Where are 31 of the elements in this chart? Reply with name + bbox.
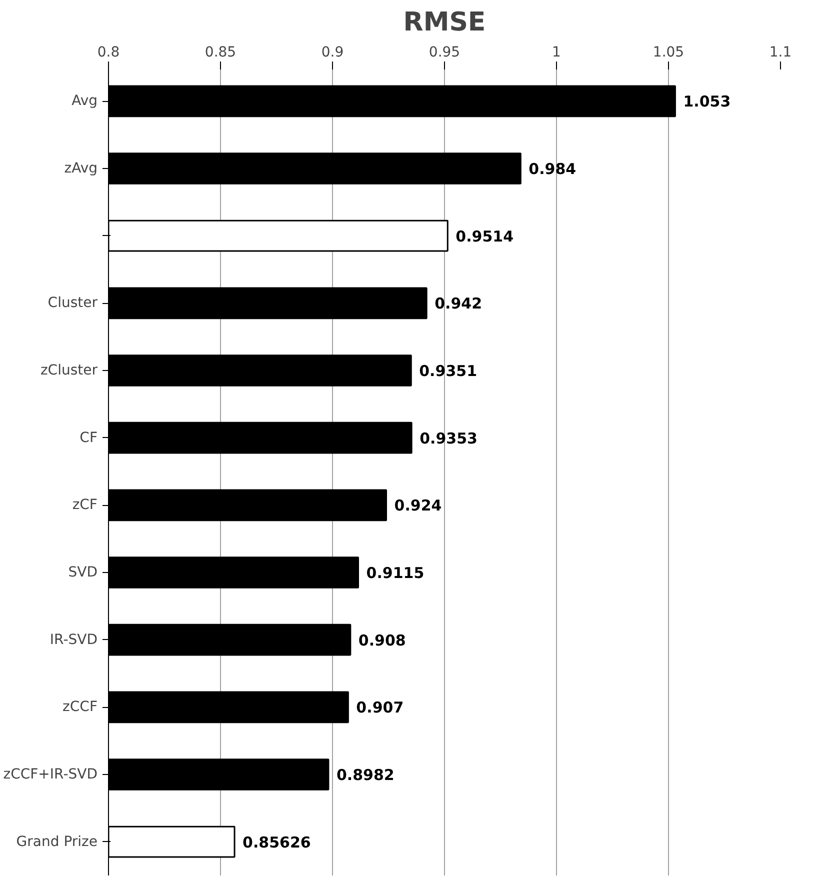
data-label: 1.053 [683,92,731,111]
x-tick-label: 1.05 [652,44,684,60]
y-tick-label: SVD [68,564,98,580]
x-tick-label: 0.8 [97,44,120,60]
y-tick-label: IR-SVD [50,632,98,648]
y-tick-label: zCCF [62,699,98,716]
y-tick-label: Cluster [48,295,98,312]
y-tick-label: zCluster [40,362,98,378]
y-tick-label: zCCF+IR-SVD [3,766,98,782]
y-tick-label: zCF [72,497,98,514]
data-label: 0.942 [434,294,482,313]
x-tick-label: 1 [552,44,561,60]
y-tick-label: Avg [72,93,98,110]
data-label: 0.8982 [336,766,394,784]
data-label: 0.85626 [242,833,311,852]
x-tick-label: 0.9 [321,44,344,60]
chart-title: RMSE [403,8,486,38]
y-tick-label: Grand Prize [16,834,98,850]
data-label: 0.907 [356,698,404,717]
data-label: 0.984 [528,160,576,178]
x-tick-label: 0.85 [204,44,236,60]
data-label: 0.9351 [419,362,478,380]
y-tick-label: zAvg [64,160,98,176]
y-tick-label: CF [80,430,98,446]
x-tick-label: 0.95 [428,44,460,60]
data-label: 0.9514 [456,227,514,246]
data-label: 0.908 [358,631,406,650]
data-label: 0.924 [394,496,442,515]
x-tick-label: 1.1 [769,44,792,60]
data-label: 0.9115 [366,564,424,582]
data-label: 0.9353 [420,429,478,448]
